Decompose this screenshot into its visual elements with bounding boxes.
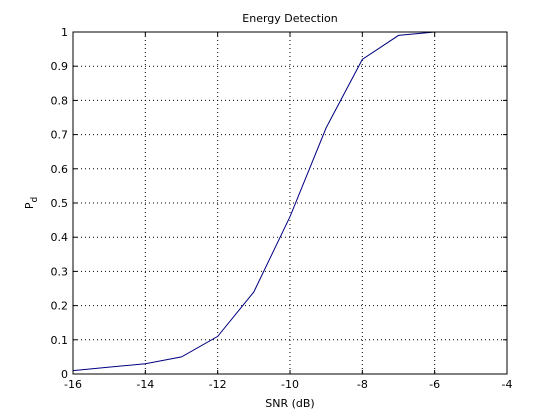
x-tick-label: -8 bbox=[357, 378, 368, 391]
y-tick-label: 0.7 bbox=[51, 129, 69, 142]
y-tick-label: 0.8 bbox=[51, 94, 69, 107]
grid bbox=[73, 32, 507, 374]
y-axis-title-main: P bbox=[23, 202, 36, 209]
y-tick-label: 0.6 bbox=[51, 163, 69, 176]
y-tick-label: 0.1 bbox=[51, 334, 69, 347]
x-tick-label: -16 bbox=[64, 378, 82, 391]
y-tick-label: 0 bbox=[61, 368, 68, 381]
y-tick-label: 0.2 bbox=[51, 300, 69, 313]
x-tick-label: -12 bbox=[209, 378, 227, 391]
y-tick-label: 0.4 bbox=[51, 231, 69, 244]
x-tick-label: -6 bbox=[429, 378, 440, 391]
ticks: -16 -14 -12 -10 -8 -6 -4 0 0.1 0.2 0.3 0.4 0.5 0.6 0.7… bbox=[51, 26, 513, 391]
chart-title: Energy Detection bbox=[242, 12, 337, 25]
series-line bbox=[72, 31, 435, 372]
y-tick-label: 0.9 bbox=[51, 60, 69, 73]
y-axis-title: Pd bbox=[23, 197, 40, 209]
y-tick-label: 0.5 bbox=[51, 197, 69, 210]
y-axis-title-group: Pd bbox=[23, 197, 40, 209]
x-tick-label: -4 bbox=[502, 378, 513, 391]
x-tick-label: -14 bbox=[136, 378, 154, 391]
series-layer bbox=[72, 31, 435, 372]
y-tick-label: 1 bbox=[61, 26, 68, 39]
x-axis-title: SNR (dB) bbox=[265, 397, 314, 410]
y-tick-label: 0.3 bbox=[51, 265, 69, 278]
y-axis-title-subscript: d bbox=[30, 197, 40, 203]
x-tick-label: -10 bbox=[281, 378, 299, 391]
